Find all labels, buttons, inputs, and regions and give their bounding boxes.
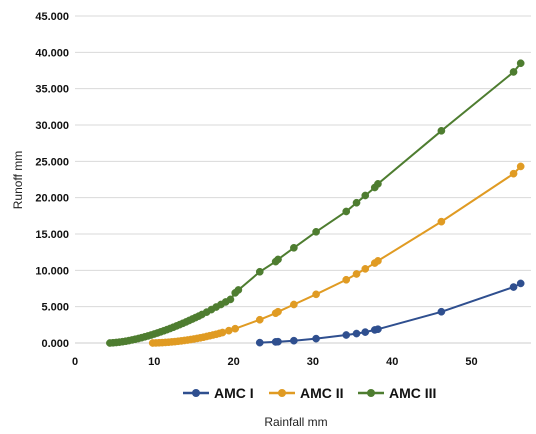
- series-amc-i: [255, 279, 525, 347]
- data-point: [352, 270, 361, 278]
- y-tick-label: 30.000: [35, 120, 69, 132]
- data-point: [509, 283, 518, 291]
- x-tick-label: 0: [72, 356, 78, 368]
- legend-item: AMC III: [358, 385, 436, 401]
- data-point: [312, 227, 320, 236]
- data-point: [226, 295, 235, 304]
- data-point: [342, 275, 351, 284]
- x-tick-label: 50: [465, 356, 477, 368]
- series-amc-ii: [148, 162, 525, 347]
- data-point: [290, 300, 298, 309]
- data-point: [361, 191, 370, 200]
- data-point: [234, 286, 243, 294]
- data-point: [255, 267, 264, 276]
- legend-label: AMC III: [389, 385, 436, 401]
- data-point: [274, 337, 282, 346]
- y-axis-label: Runoff mm: [11, 151, 25, 209]
- data-point: [290, 243, 298, 252]
- data-point: [352, 329, 361, 338]
- x-tick-label: 10: [148, 356, 160, 368]
- y-tick-label: 25.000: [35, 156, 69, 168]
- series-line: [109, 62, 522, 344]
- y-tick-label: 10.000: [35, 265, 69, 277]
- y-tick-label: 40.000: [35, 47, 69, 59]
- data-point: [516, 279, 525, 288]
- data-point: [374, 180, 382, 188]
- data-point: [437, 126, 446, 135]
- series-amc-iii: [106, 59, 525, 347]
- x-axis-ticks: 0 10 20 30 40 50: [72, 356, 478, 368]
- y-tick-label: 20.000: [35, 193, 69, 205]
- legend-label: AMC I: [214, 385, 254, 401]
- data-point: [225, 326, 233, 335]
- x-tick-label: 30: [307, 356, 319, 368]
- y-tick-label: 45.000: [35, 11, 69, 23]
- data-point: [274, 255, 282, 264]
- data-point: [342, 207, 351, 216]
- data-point: [374, 257, 382, 265]
- gridlines: [75, 15, 531, 308]
- x-tick-label: 20: [227, 356, 239, 368]
- legend-label: AMC II: [300, 385, 344, 401]
- legend-marker: [367, 389, 375, 397]
- data-point: [509, 169, 518, 178]
- data-point: [218, 328, 227, 337]
- data-point: [312, 334, 320, 343]
- data-point: [312, 290, 320, 299]
- data-point: [342, 331, 351, 339]
- data-point: [361, 328, 370, 336]
- y-axis-ticks: 0.000 5.000 10.000 15.000 20.000 25.000 30.000…: [35, 11, 69, 350]
- legend-marker: [278, 389, 286, 397]
- data-point: [437, 217, 446, 226]
- x-axis-label: Rainfall mm: [264, 415, 327, 429]
- legend: AMC I AMC II AMC III: [183, 385, 436, 401]
- data-point: [352, 198, 361, 207]
- data-point: [290, 336, 298, 345]
- data-point: [255, 338, 264, 347]
- data-point: [274, 307, 282, 316]
- series-line: [152, 165, 522, 344]
- y-tick-label: 0.000: [41, 338, 69, 350]
- data-point: [361, 265, 370, 273]
- y-tick-label: 35.000: [35, 84, 69, 96]
- series-line: [259, 282, 522, 344]
- data-point: [516, 162, 525, 171]
- data-point: [255, 315, 264, 324]
- x-tick-label: 40: [386, 356, 398, 368]
- y-tick-label: 15.000: [35, 229, 69, 241]
- data-point: [516, 59, 525, 68]
- legend-marker: [192, 389, 200, 397]
- data-point: [509, 68, 518, 76]
- data-point: [231, 324, 240, 333]
- data-point: [437, 307, 446, 316]
- legend-item: AMC II: [269, 385, 344, 401]
- legend-item: AMC I: [183, 385, 254, 401]
- series-group: [106, 59, 525, 347]
- data-point: [374, 325, 382, 334]
- y-tick-label: 5.000: [41, 302, 69, 314]
